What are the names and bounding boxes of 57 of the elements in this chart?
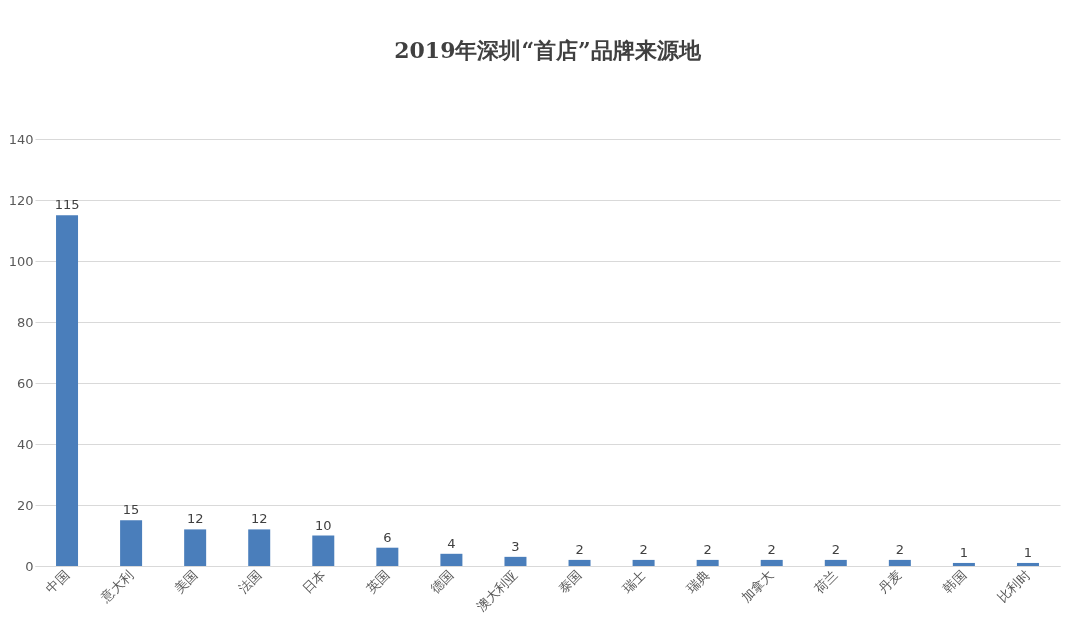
data-label: 4 [447,535,456,551]
y-tick-label: 40 [16,436,34,452]
bar [632,559,655,566]
data-label: 10 [315,517,332,533]
chart-title: 2019年深圳“首店”品牌来源地 [394,37,702,63]
x-tick-label: 比利时 [994,566,1033,606]
x-tick-label: 英国 [363,566,393,596]
x-tick-label: 美国 [171,566,201,596]
bar [312,535,335,566]
data-label: 3 [511,538,520,554]
y-tick-label: 80 [16,314,34,330]
x-tick-label: 日本 [299,566,329,596]
data-label: 12 [250,511,268,527]
bar [440,553,463,566]
x-tick-label: 意大利 [97,566,137,606]
bar [120,520,143,566]
y-tick-label: 120 [8,192,34,208]
y-tick-label: 20 [16,497,34,513]
data-label: 2 [575,541,584,557]
y-tick-label: 60 [16,375,34,391]
data-label: 2 [703,541,712,557]
data-label: 15 [122,502,140,518]
x-tick-label: 瑞典 [683,566,713,596]
bar [760,559,783,566]
bar [568,559,591,566]
x-tick-label: 荷兰 [811,566,841,596]
x-tick-label: 中国 [42,566,72,596]
x-tick-label: 泰国 [555,566,585,596]
data-label: 2 [639,541,648,557]
y-tick-label: 100 [8,253,34,269]
x-tick-label: 德国 [427,566,457,596]
data-label: 12 [186,511,204,527]
data-label: 6 [383,529,392,545]
y-tick-label: 140 [8,131,34,147]
y-tick-label: 0 [25,558,34,574]
bar [952,562,975,566]
bar [56,215,79,566]
bar [184,529,207,566]
data-label: 1 [1023,544,1033,560]
x-tick-label: 加拿大 [738,566,777,606]
bar [888,559,911,566]
bar [376,547,399,566]
bar [696,559,719,566]
bar [504,556,527,566]
x-tick-label: 澳大利亚 [473,566,521,615]
x-tick-label: 瑞士 [619,566,649,596]
data-label: 2 [831,541,840,557]
bar [1016,562,1039,566]
data-label: 115 [54,197,80,213]
x-tick-label: 韩国 [939,566,969,596]
data-label: 2 [895,541,904,557]
bar [248,529,271,566]
bar [824,559,847,566]
data-label: 1 [959,544,969,560]
data-label: 2 [767,541,776,557]
x-tick-label: 法国 [235,566,265,596]
x-tick-label: 丹麦 [875,566,905,596]
